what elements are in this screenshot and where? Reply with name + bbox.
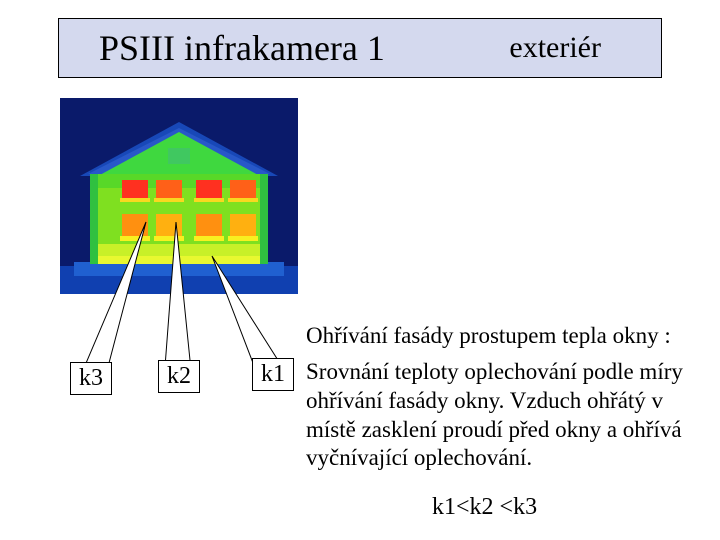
thermal-svg bbox=[60, 98, 298, 294]
text-heading-content: Ohřívání fasády prostupem tepla okny : bbox=[306, 323, 671, 348]
text-body: Srovnání teploty oplechování podle míry … bbox=[306, 358, 704, 473]
label-k2: k2 bbox=[158, 360, 200, 393]
text-body-content: Srovnání teploty oplechování podle míry … bbox=[306, 359, 683, 470]
formula: k1<k2 <k3 bbox=[432, 494, 537, 521]
formula-text: k1<k2 <k3 bbox=[432, 494, 537, 520]
thermal-image bbox=[60, 98, 298, 294]
text-heading: Ohřívání fasády prostupem tepla okny : bbox=[306, 322, 706, 351]
label-k1-text: k1 bbox=[261, 361, 285, 387]
label-k3-text: k3 bbox=[79, 365, 103, 391]
label-k2-text: k2 bbox=[167, 363, 191, 389]
label-k3: k3 bbox=[70, 362, 112, 395]
page-title: PSIII infrakamera 1 bbox=[99, 27, 385, 69]
label-k1: k1 bbox=[252, 358, 294, 391]
page-subtitle: exteriér bbox=[509, 31, 601, 65]
header-box: PSIII infrakamera 1 exteriér bbox=[58, 18, 662, 78]
